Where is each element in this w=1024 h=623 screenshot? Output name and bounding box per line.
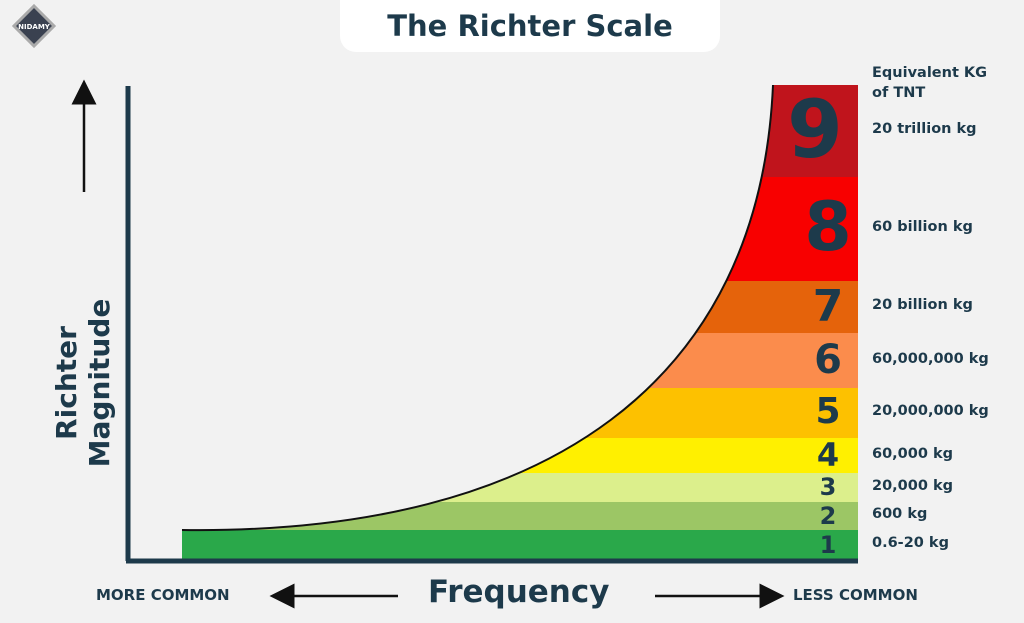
tnt-value: 0.6-20 kg — [872, 535, 949, 551]
growth-curve — [181, 84, 774, 532]
magnitude-number: 7 — [812, 280, 844, 332]
tnt-value: 60,000 kg — [872, 445, 954, 462]
magnitude-number: 1 — [819, 530, 837, 559]
tnt-value: 20,000 kg — [872, 477, 954, 494]
nidamy-logo: NIDAMY — [11, 3, 57, 49]
magnitude-number: 5 — [815, 391, 841, 433]
band-magnitude-2 — [182, 502, 858, 530]
tnt-value: 20 billion kg — [872, 297, 973, 313]
y-axis-label: Richter Magnitude — [50, 298, 116, 468]
x-axis-label: Frequency — [428, 574, 610, 610]
tnt-value: 20,000,000 kg — [872, 403, 989, 419]
band-magnitude-9 — [182, 85, 858, 177]
band-magnitude-5 — [182, 388, 858, 438]
less-common-label: LESS COMMON — [793, 586, 918, 604]
magnitude-number: 2 — [819, 501, 837, 530]
magnitude-number: 8 — [804, 188, 852, 268]
magnitude-number: 9 — [787, 83, 843, 176]
tnt-value: 600 kg — [872, 506, 928, 522]
band-magnitude-3 — [182, 473, 858, 502]
band-magnitude-4 — [182, 438, 858, 473]
more-common-label: MORE COMMON — [96, 586, 230, 604]
tnt-value: 60 billion kg — [872, 219, 973, 235]
band-magnitude-7 — [182, 281, 858, 333]
tnt-value: 20 trillion kg — [872, 121, 977, 137]
title-box: The Richter Scale — [340, 0, 720, 52]
tnt-value: 60,000,000 kg — [872, 350, 989, 367]
band-magnitude-6 — [182, 333, 858, 388]
magnitude-number: 3 — [819, 473, 837, 502]
page-title: The Richter Scale — [387, 9, 673, 43]
band-magnitude-1 — [182, 530, 858, 560]
magnitude-number: 4 — [816, 436, 840, 475]
svg-text:NIDAMY: NIDAMY — [18, 23, 51, 31]
magnitude-number: 6 — [814, 336, 842, 383]
tnt-header: Equivalent KG of TNT — [872, 65, 988, 101]
band-magnitude-8 — [182, 177, 858, 281]
